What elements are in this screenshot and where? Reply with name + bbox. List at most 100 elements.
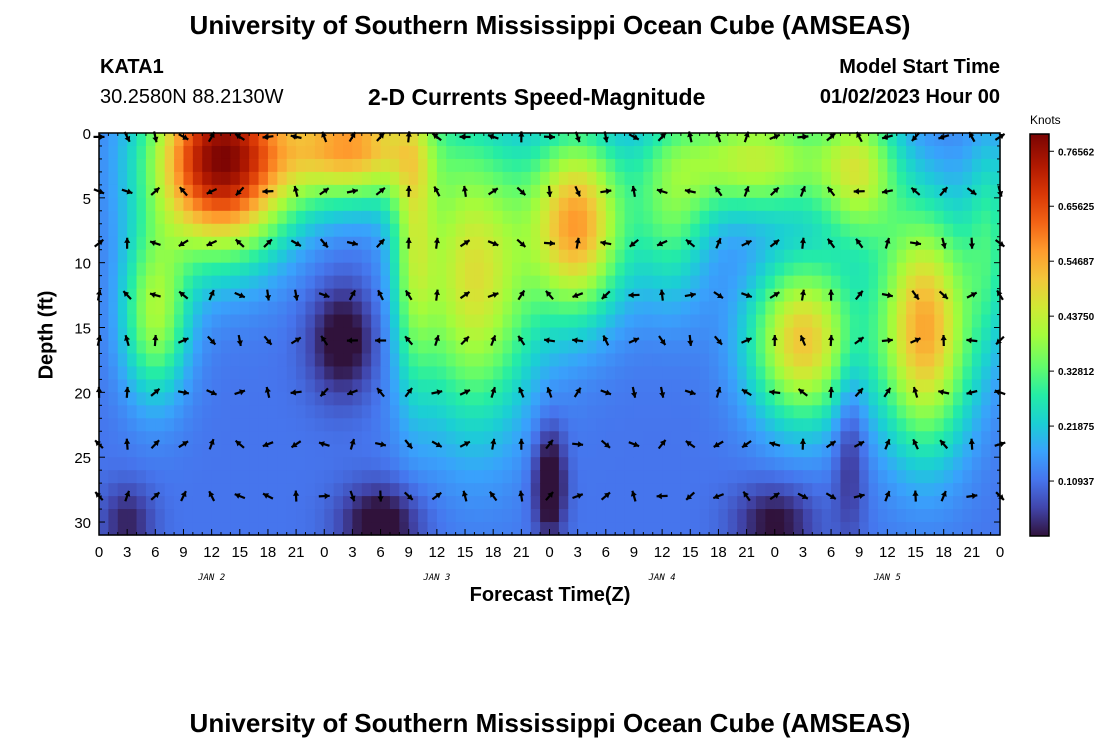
heat-cell xyxy=(859,158,870,173)
heat-cell xyxy=(662,418,673,432)
heat-cell xyxy=(446,158,457,173)
heat-cell xyxy=(896,133,907,147)
heat-cell xyxy=(680,509,691,523)
heat-cell xyxy=(267,405,278,419)
heat-cell xyxy=(662,275,673,290)
heat-cell xyxy=(408,340,419,355)
heat-cell xyxy=(230,133,241,147)
heat-cell xyxy=(915,133,926,147)
heat-cell xyxy=(136,522,147,536)
x-tick-label: 6 xyxy=(602,544,610,561)
heat-cell xyxy=(962,496,973,510)
heat-cell xyxy=(174,457,185,471)
heat-cell xyxy=(981,145,992,160)
heat-cell xyxy=(558,431,569,445)
heat-cell xyxy=(943,431,954,445)
heat-cell xyxy=(831,133,842,147)
heat-cell xyxy=(840,431,851,445)
heat-cell xyxy=(258,145,269,160)
heat-cell xyxy=(990,405,1001,419)
heat-cell xyxy=(343,133,354,147)
heat-cell xyxy=(549,392,560,406)
heat-cell xyxy=(436,249,447,264)
heat-cell xyxy=(174,418,185,432)
heat-cell xyxy=(981,483,992,497)
heat-cell xyxy=(596,457,607,471)
heat-cell xyxy=(765,314,776,329)
heat-cell xyxy=(709,483,720,497)
heat-cell xyxy=(587,301,598,316)
heat-cell xyxy=(239,301,250,316)
heat-cell xyxy=(699,236,710,251)
heat-cell xyxy=(953,184,964,199)
heat-cell xyxy=(343,197,354,212)
heat-cell xyxy=(568,366,579,380)
heat-cell xyxy=(727,457,738,471)
current-arrow xyxy=(685,238,696,248)
heat-cell xyxy=(333,210,344,225)
current-arrow xyxy=(375,238,386,248)
heat-cell xyxy=(568,262,579,277)
heat-cell xyxy=(774,184,785,199)
heat-cell xyxy=(483,133,494,147)
heat-cell xyxy=(446,522,457,536)
heat-cell xyxy=(549,275,560,290)
current-arrow xyxy=(263,238,273,248)
heat-cell xyxy=(915,444,926,458)
current-arrow xyxy=(628,292,640,299)
heat-cell xyxy=(258,353,269,368)
current-arrow xyxy=(715,386,722,398)
heat-cell xyxy=(840,379,851,393)
heat-cell xyxy=(981,457,992,471)
heat-cell xyxy=(549,158,560,173)
current-arrow xyxy=(684,188,696,195)
heat-cell xyxy=(136,470,147,484)
heat-cell xyxy=(258,483,269,497)
heat-cell xyxy=(953,379,964,393)
heat-cell xyxy=(718,509,729,523)
heat-cell xyxy=(981,301,992,316)
heat-cell xyxy=(934,158,945,173)
heat-cell xyxy=(896,366,907,380)
heat-cell xyxy=(164,236,175,251)
heat-cell xyxy=(117,314,128,329)
heat-cell xyxy=(953,262,964,277)
heat-cell xyxy=(267,457,278,471)
heat-cell xyxy=(202,262,213,277)
heat-cell xyxy=(164,379,175,393)
heat-cell xyxy=(802,275,813,290)
heat-cell xyxy=(877,236,888,251)
heat-cell xyxy=(896,444,907,458)
heat-cell xyxy=(596,379,607,393)
heat-cell xyxy=(277,379,288,393)
heat-cell xyxy=(436,184,447,199)
heat-cell xyxy=(296,133,307,147)
heat-cell xyxy=(868,275,879,290)
heat-cell xyxy=(718,301,729,316)
heat-cell xyxy=(511,210,522,225)
heat-cell xyxy=(502,210,513,225)
heat-cell xyxy=(953,223,964,238)
heat-cell xyxy=(877,444,888,458)
current-arrow xyxy=(150,387,161,397)
heat-cell xyxy=(924,457,935,471)
heat-cell xyxy=(352,444,363,458)
heat-cell xyxy=(821,184,832,199)
heat-cell xyxy=(652,145,663,160)
heat-cell xyxy=(737,210,748,225)
heat-cell xyxy=(286,483,297,497)
heat-cell xyxy=(690,158,701,173)
heat-cell xyxy=(990,509,1001,523)
heat-cell xyxy=(474,379,485,393)
heat-cell xyxy=(136,171,147,186)
heat-cell xyxy=(896,392,907,406)
heat-cell xyxy=(380,249,391,264)
heat-cell xyxy=(915,145,926,160)
heat-cell xyxy=(793,236,804,251)
heat-cell xyxy=(633,223,644,238)
heat-cell xyxy=(117,366,128,380)
heat-cell xyxy=(530,457,541,471)
heat-cell xyxy=(418,379,429,393)
heat-cell xyxy=(765,262,776,277)
heat-cell xyxy=(633,405,644,419)
